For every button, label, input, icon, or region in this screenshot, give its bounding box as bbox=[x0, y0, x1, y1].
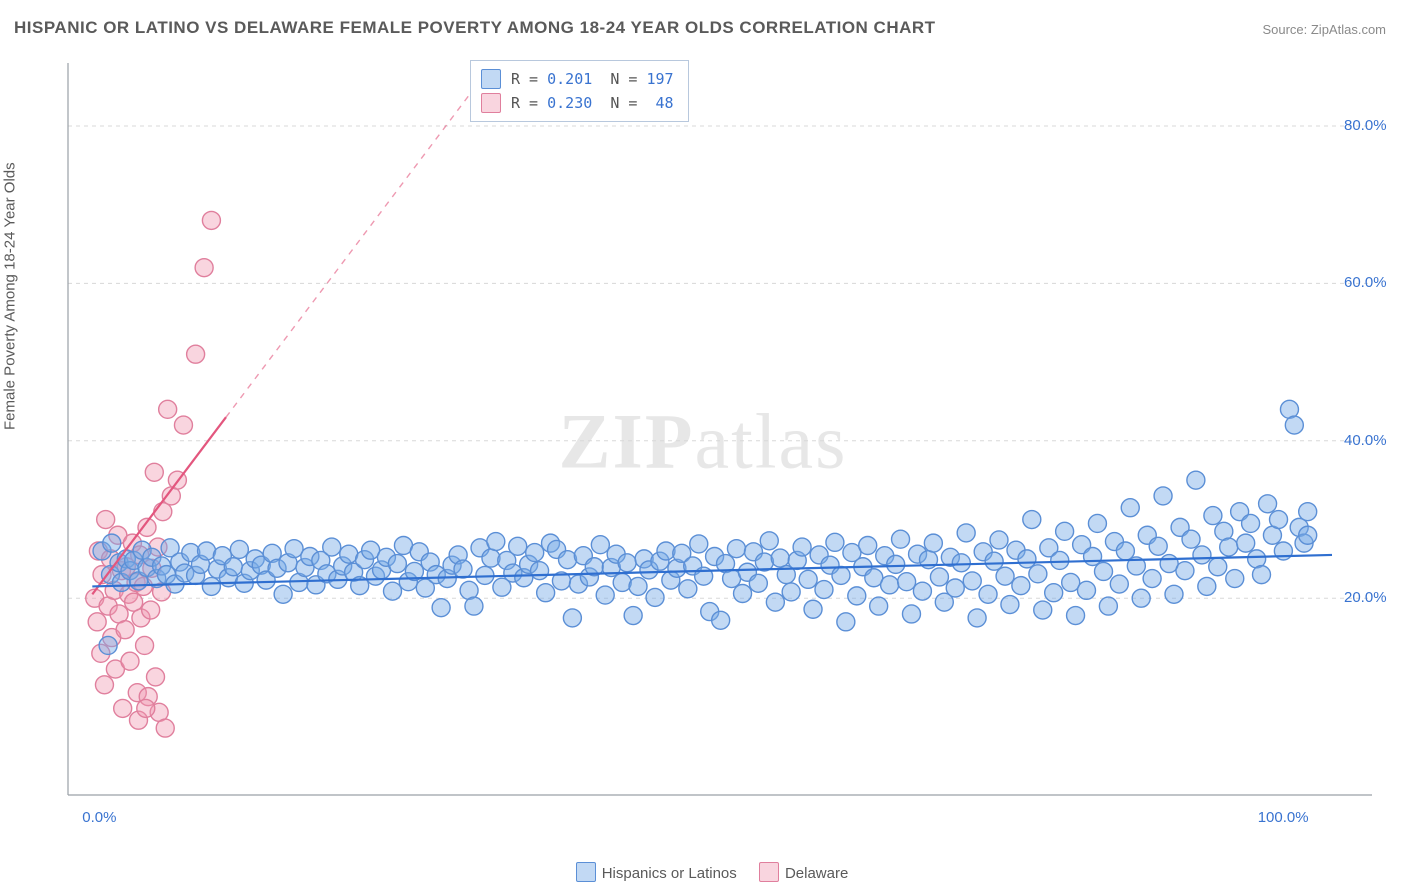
legend-hispanic: Hispanics or Latinos bbox=[602, 865, 737, 882]
source-label: Source: ZipAtlas.com bbox=[1262, 22, 1386, 37]
y-tick-label: 80.0% bbox=[1344, 117, 1387, 134]
hispanic-r: 0.201 bbox=[547, 70, 592, 88]
y-tick-label: 40.0% bbox=[1344, 432, 1387, 449]
delaware-n: 48 bbox=[656, 94, 674, 112]
x-axis-legend: Hispanics or Latinos Delaware bbox=[0, 862, 1406, 882]
stats-row-delaware: R = 0.230 N = 48 bbox=[481, 91, 674, 115]
x-tick-label: 100.0% bbox=[1258, 809, 1309, 826]
stats-row-hispanic: R = 0.201 N = 197 bbox=[481, 67, 674, 91]
chart-title: HISPANIC OR LATINO VS DELAWARE FEMALE PO… bbox=[14, 18, 936, 38]
y-tick-label: 60.0% bbox=[1344, 274, 1387, 291]
x-tick-label: 0.0% bbox=[82, 809, 116, 826]
delaware-r: 0.230 bbox=[547, 94, 592, 112]
y-axis-label: Female Poverty Among 18-24 Year Olds bbox=[2, 162, 19, 430]
hispanic-n: 197 bbox=[646, 70, 673, 88]
correlation-stats-box: R = 0.201 N = 197 R = 0.230 N = 48 bbox=[470, 60, 689, 122]
scatter-plot bbox=[50, 55, 1380, 825]
y-tick-label: 20.0% bbox=[1344, 589, 1387, 606]
legend-delaware: Delaware bbox=[785, 865, 848, 882]
